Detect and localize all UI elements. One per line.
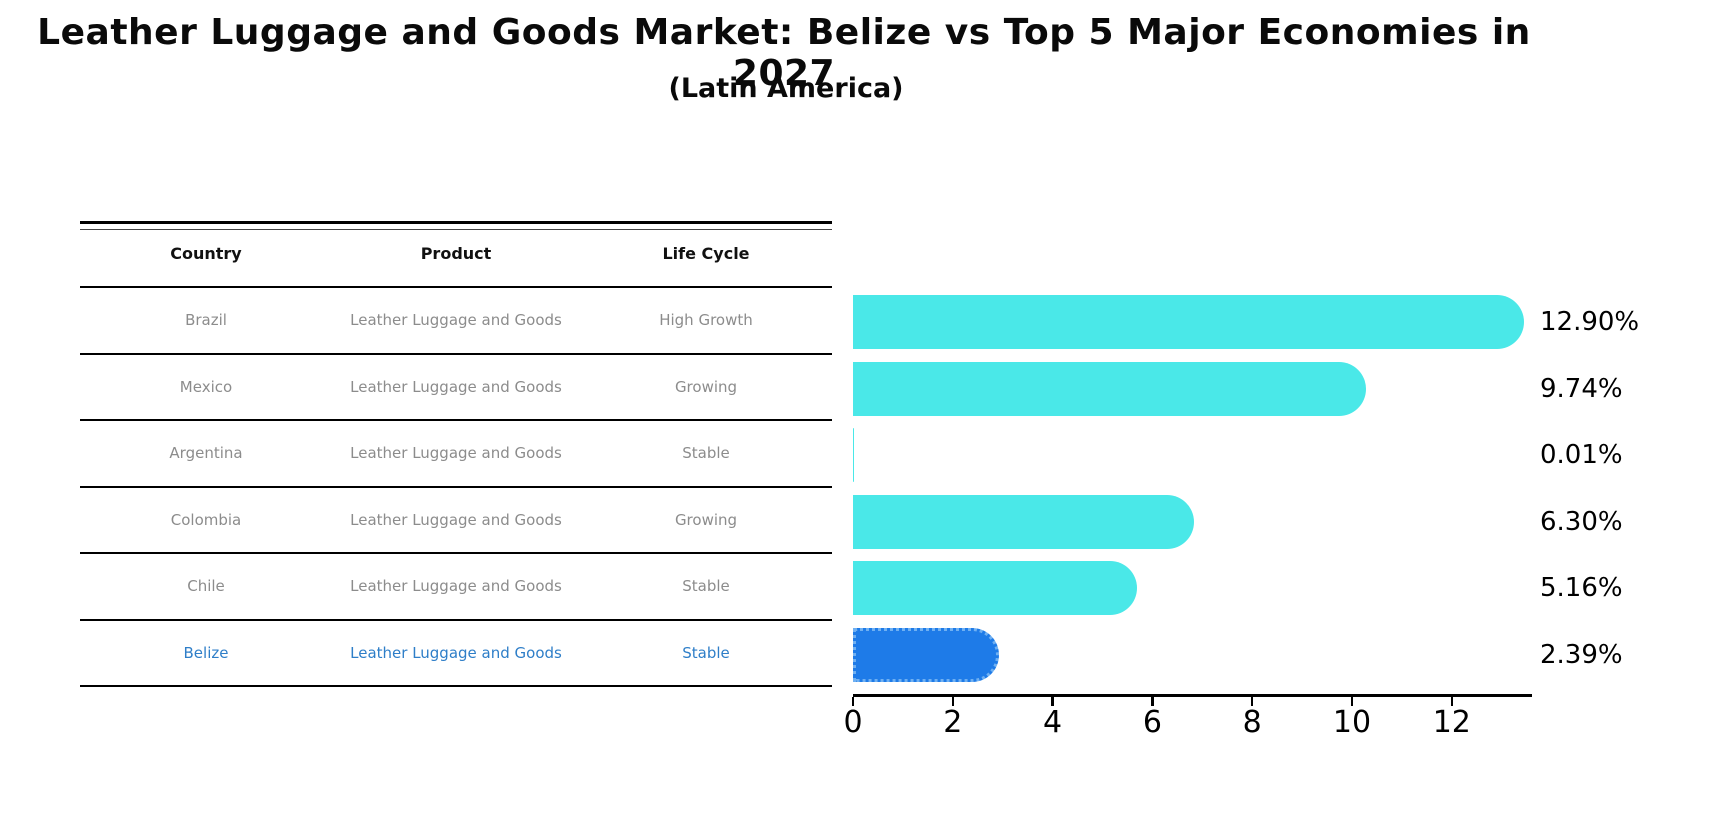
cell-lifecycle: Growing	[674, 510, 738, 529]
bar-value-label-colombia: 6.30%	[1540, 506, 1623, 537]
highlight-bar-belize	[853, 627, 1000, 682]
table-row-argentina: Argentina Leather Luggage and Goods Stable	[80, 421, 832, 488]
cell-country: Mexico	[179, 377, 233, 396]
cell-country: Argentina	[169, 444, 243, 463]
bar-row-colombia: 6.30%	[853, 489, 1736, 556]
cell-lifecycle: Stable	[682, 643, 730, 662]
cell-product: Leather Luggage and Goods	[350, 510, 562, 529]
x-tick-mark-4	[1051, 697, 1054, 706]
cell-product: Leather Luggage and Goods	[350, 577, 562, 596]
x-tick-mark-12	[1450, 697, 1454, 706]
table-top-rule-thin	[80, 228, 832, 230]
x-tick-label-6: 6	[1142, 705, 1162, 740]
cell-country: Chile	[187, 577, 225, 596]
bar-value-label-argentina: 0.01%	[1540, 440, 1623, 470]
bar-value-label-brazil: 12.90%	[1540, 307, 1640, 337]
x-tick-mark-8	[1250, 697, 1254, 706]
table-header-product: Product	[420, 243, 492, 263]
cell-lifecycle: Stable	[682, 577, 730, 596]
cell-lifecycle: Stable	[682, 444, 730, 463]
table-body: Brazil Leather Luggage and Goods High Grow…	[80, 288, 832, 687]
bar-row-mexico: 9.74%	[853, 356, 1736, 423]
cell-product: Leather Luggage and Goods	[350, 643, 562, 662]
bar-value-label-mexico: 9.74%	[1540, 373, 1623, 404]
table-header-lifecycle: Life Cycle	[662, 243, 750, 263]
x-tick-mark-10	[1350, 697, 1354, 706]
bar-brazil	[853, 295, 1524, 349]
country-table: Country Product Life Cycle Brazil Leather…	[80, 221, 832, 687]
x-tick-label-0: 0	[843, 705, 863, 740]
table-top-rule	[80, 221, 832, 224]
table-row-belize: Belize Leather Luggage and Goods Stable	[80, 621, 832, 687]
bar-row-chile: 5.16%	[853, 555, 1736, 622]
x-tick-mark-0	[851, 697, 855, 706]
x-tick-mark-6	[1151, 697, 1154, 706]
table-row-colombia: Colombia Leather Luggage and Goods Growing	[80, 488, 832, 554]
bar-row-argentina: 0.01%	[853, 422, 1736, 489]
x-tick-label-10: 10	[1332, 705, 1372, 740]
cell-product: Leather Luggage and Goods	[350, 444, 562, 463]
x-tick-label-4: 4	[1043, 705, 1063, 740]
cell-lifecycle: Growing	[674, 377, 738, 396]
x-tick-mark-2	[951, 697, 955, 706]
table-row-mexico: Mexico Leather Luggage and Goods Growing	[80, 355, 832, 421]
bar-colombia	[853, 494, 1195, 549]
table-row-chile: Chile Leather Luggage and Goods Stable	[80, 554, 832, 621]
bar-row-brazil: 12.90%	[853, 289, 1736, 356]
cell-product: Leather Luggage and Goods	[350, 377, 562, 396]
bar-value-label-chile: 5.16%	[1540, 573, 1623, 603]
table-header-country: Country	[170, 243, 242, 263]
x-tick-label-12: 12	[1432, 705, 1471, 740]
x-tick-label-2: 2	[943, 705, 963, 740]
table-row-brazil: Brazil Leather Luggage and Goods High Grow…	[80, 288, 832, 355]
cell-country: Brazil	[185, 311, 227, 330]
bar-value-label-belize: 2.39%	[1540, 639, 1623, 670]
bar-row-belize: 2.39%	[853, 622, 1736, 689]
bar-chile	[853, 561, 1138, 615]
cell-country: Belize	[183, 643, 229, 662]
bar-chart-area: 12.90% 9.74% 0.01% 6.30% 5.16% 2.39%	[853, 289, 1736, 688]
x-axis-line	[853, 694, 1532, 697]
bar-mexico	[853, 361, 1367, 416]
cell-country: Colombia	[170, 510, 242, 529]
cell-product: Leather Luggage and Goods	[350, 311, 562, 330]
cell-lifecycle: High Growth	[659, 311, 753, 330]
x-tick-label-8: 8	[1242, 705, 1262, 740]
table-header-row: Country Product Life Cycle	[80, 221, 832, 288]
page-title: Leather Luggage and Goods Market: Belize…	[37, 12, 1531, 94]
page-subtitle: (Latin America)	[668, 73, 904, 104]
